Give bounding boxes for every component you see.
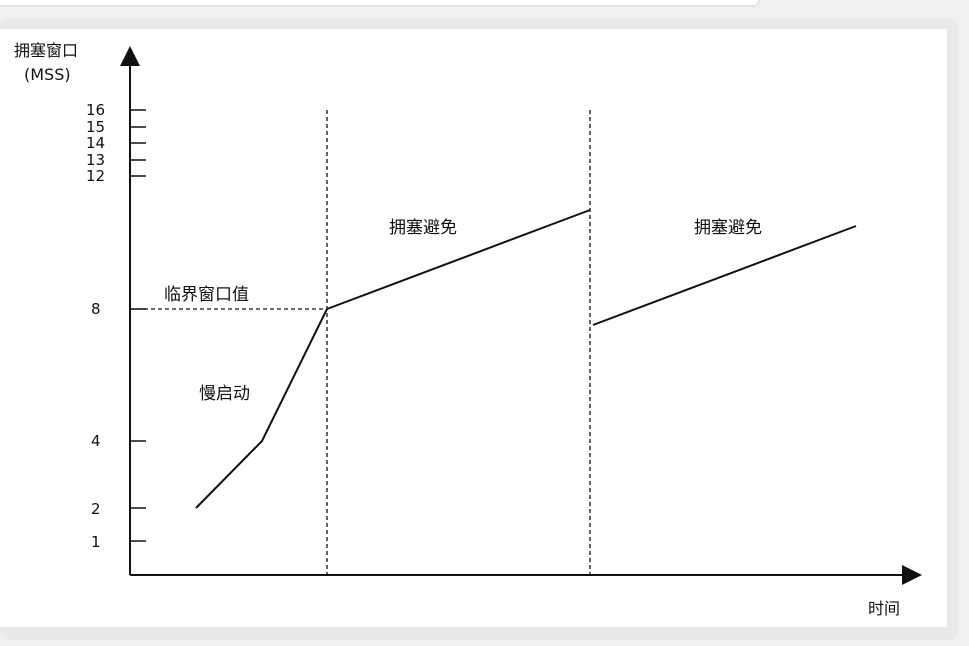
threshold-label: 临界窗口值 [164,285,249,305]
congestion-avoidance-line-1 [326,209,591,310]
y-axis-title-line2: (MSS) [24,65,71,84]
y-tick-label-8: 8 [91,300,101,318]
congestion-avoidance-label-1: 拥塞避免 [389,218,457,238]
diagram-canvas: 拥塞窗口 (MSS) 时间 16 15 14 13 12 8 4 2 1 [0,29,947,627]
slow-start-label: 慢启动 [199,383,250,404]
y-tick-label-16: 16 [86,101,105,119]
y-tick-label-14: 14 [86,134,105,152]
y-tick-label-13: 13 [86,151,105,169]
y-tick-label-15: 15 [86,118,105,136]
y-tick-label-1: 1 [91,533,101,551]
congestion-avoidance-line-2 [592,225,857,326]
congestion-avoidance-label-2: 拥塞避免 [694,218,762,238]
congestion-window-chart: 拥塞窗口 (MSS) 时间 16 15 14 13 12 8 4 2 1 [14,41,922,618]
y-tick-label-4: 4 [91,432,101,450]
y-ticks [130,109,146,542]
y-tick-label-2: 2 [91,500,101,518]
x-axis-title: 时间 [868,599,900,618]
y-tick-labels: 16 15 14 13 12 8 4 2 1 [86,101,105,551]
y-tick-label-12: 12 [86,167,105,185]
y-axis-title-line1: 拥塞窗口 [14,41,78,60]
slow-start-line [195,308,328,509]
top-strip [0,0,760,7]
